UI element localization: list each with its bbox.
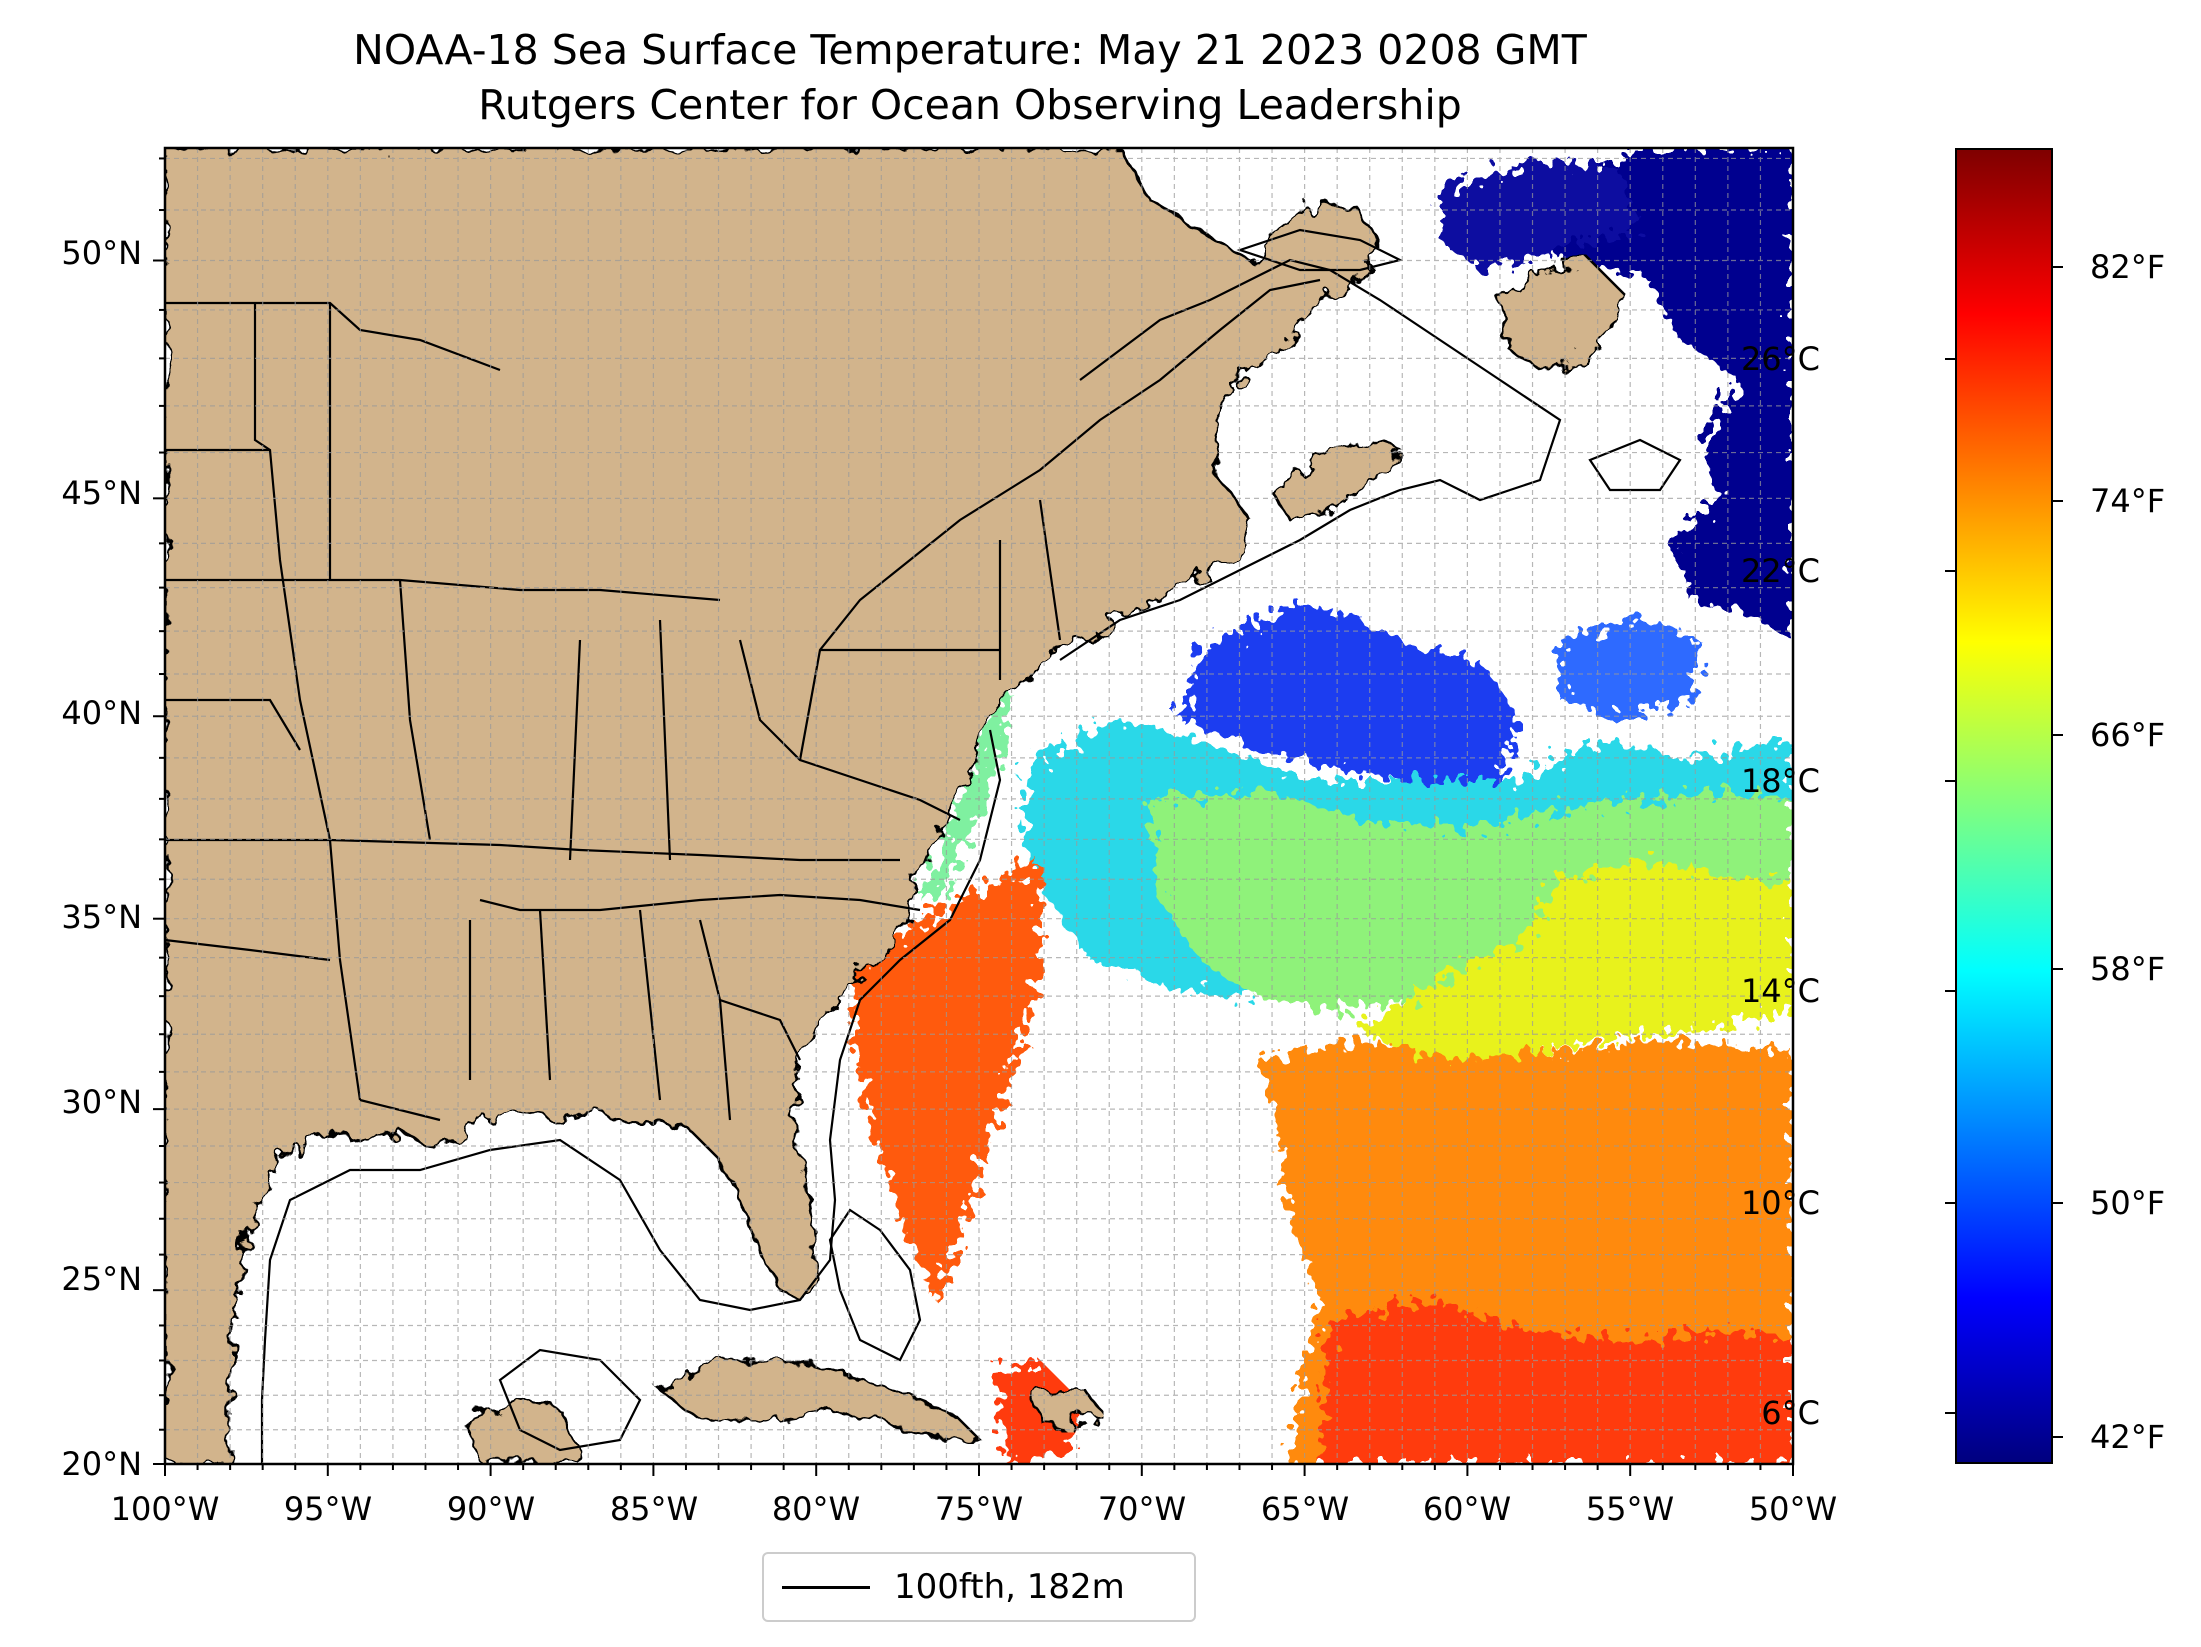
colorbar-fahrenheit-label: 58°F — [2090, 950, 2166, 988]
lon-tick-label: 65°W — [1260, 1490, 1350, 1528]
colorbar-fahrenheit-label: 42°F — [2090, 1418, 2166, 1456]
lon-tick-label: 70°W — [1097, 1490, 1187, 1528]
lon-tick-label: 95°W — [283, 1490, 373, 1528]
colorbar-celsius-label: 6°C — [1761, 1394, 1820, 1432]
colorbar-tick-f — [2053, 968, 2063, 970]
land-hispaniola — [1028, 1383, 1102, 1432]
lat-tick-label: 35°N — [61, 898, 142, 936]
legend-label: 100fth, 182m — [894, 1567, 1125, 1607]
lat-tick-label: 40°N — [61, 694, 142, 732]
lon-tick-label: 90°W — [446, 1490, 536, 1528]
colorbar-tick-f — [2053, 500, 2063, 502]
colorbar-fahrenheit-label: 82°F — [2090, 248, 2166, 286]
map-legend: 100fth, 182m — [762, 1552, 1196, 1622]
colorbar-tick-c — [1945, 990, 1955, 992]
colorbar — [1955, 148, 2053, 1464]
sst-coastal-strip — [920, 690, 1010, 900]
colorbar-celsius-label: 22°C — [1740, 552, 1820, 590]
colorbar-celsius-label: 26°C — [1740, 340, 1820, 378]
colorbar-fahrenheit-label: 50°F — [2090, 1184, 2166, 1222]
colorbar-celsius-label: 18°C — [1740, 762, 1820, 800]
colorbar-tick-f — [2053, 1436, 2063, 1438]
colorbar-tick-c — [1945, 1412, 1955, 1414]
legend-line-swatch — [782, 1586, 870, 1589]
lat-tick-label: 25°N — [61, 1260, 142, 1298]
colorbar-tick-c — [1945, 1202, 1955, 1204]
sst-cold-north — [1520, 148, 1793, 640]
grid-lines — [165, 148, 1793, 1464]
colorbar-tick-f — [2053, 1202, 2063, 1204]
colorbar-tick-f — [2053, 734, 2063, 736]
lat-tick-label: 45°N — [61, 474, 142, 512]
colorbar-tick-c — [1945, 358, 1955, 360]
sst-gulf-stream-wedge — [855, 860, 1040, 1300]
contour-100fth — [260, 228, 1682, 1464]
sst-yellow-band — [1360, 860, 1793, 1060]
chart-title: NOAA-18 Sea Surface Temperature: May 21 … — [353, 26, 1587, 74]
lat-tick-label: 20°N — [61, 1445, 142, 1483]
axis-ticks — [153, 157, 1794, 1476]
colorbar-fahrenheit-label: 66°F — [2090, 716, 2166, 754]
land-nova-scotia — [1268, 438, 1402, 522]
colorbar-tick-c — [1945, 780, 1955, 782]
colorbar-tick-c — [1945, 570, 1955, 572]
lon-tick-label: 85°W — [609, 1490, 699, 1528]
sst-cold-labrador — [1440, 160, 1640, 270]
colorbar-celsius-label: 14°C — [1740, 972, 1820, 1010]
lon-tick-label: 55°W — [1585, 1490, 1675, 1528]
lon-tick-label: 60°W — [1422, 1490, 1512, 1528]
lon-tick-label: 80°W — [771, 1490, 861, 1528]
lat-tick-label: 50°N — [61, 234, 142, 272]
lon-tick-label: 100°W — [110, 1490, 220, 1528]
colorbar-tick-f — [2053, 266, 2063, 268]
land-newfoundland — [1498, 258, 1622, 372]
state-borders — [165, 278, 1321, 1122]
lon-tick-label: 50°W — [1748, 1490, 1838, 1528]
lat-tick-label: 30°N — [61, 1083, 142, 1121]
colorbar-celsius-label: 10°C — [1740, 1184, 1820, 1222]
colorbar-fahrenheit-label: 74°F — [2090, 482, 2166, 520]
sst-red-south — [1320, 1300, 1793, 1464]
chart-subtitle: Rutgers Center for Ocean Observing Leade… — [478, 81, 1462, 129]
lon-tick-label: 75°W — [934, 1490, 1024, 1528]
